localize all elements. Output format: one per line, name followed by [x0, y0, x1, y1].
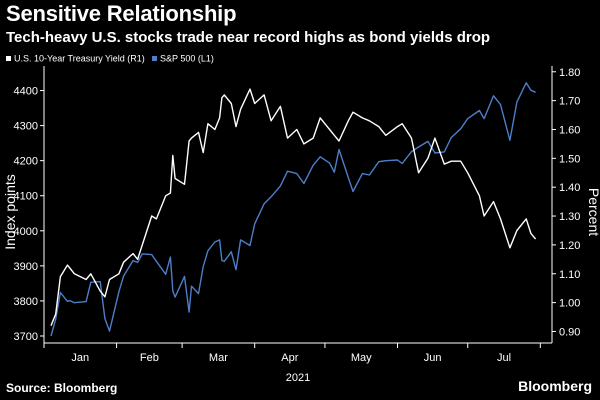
right-tick-label: 1.40 [559, 182, 580, 194]
sp500-line [50, 82, 536, 337]
bloomberg-logo: Bloomberg [518, 378, 592, 394]
right-tick-label: 1.60 [559, 124, 580, 136]
right-tick-label: 1.10 [559, 269, 580, 281]
right-tick-label: 1.80 [559, 67, 580, 79]
x-ticks: Jan Feb Mar Apr May Jun Jul [43, 343, 541, 364]
y-ticks-left: 3700 3800 3900 4000 4100 4200 4300 4400 [14, 86, 44, 343]
right-tick-label: 1.70 [559, 96, 580, 108]
legend-swatch-sp500 [152, 56, 157, 61]
left-tick-label: 4400 [14, 86, 38, 98]
legend-label-sp500: S&P 500 (L1) [160, 54, 214, 64]
x-tick-label: May [351, 352, 372, 364]
legend-label-treasury: U.S. 10-Year Treasury Yield (R1) [14, 54, 145, 64]
x-tick-label: Mar [209, 352, 228, 364]
right-tick-label: 1.30 [559, 211, 580, 223]
source-note: Source: Bloomberg [6, 381, 118, 395]
chart-title: Sensitive Relationship [6, 1, 237, 26]
x-tick-label: Apr [281, 352, 298, 364]
left-tick-label: 4200 [14, 156, 38, 168]
right-tick-label: 1.20 [559, 240, 580, 252]
left-tick-label: 4100 [14, 191, 38, 203]
x-tick-label: Jun [424, 352, 442, 364]
left-tick-label: 3900 [14, 261, 38, 273]
x-axis-year-label: 2021 [286, 372, 310, 384]
right-tick-label: 1.00 [559, 298, 580, 310]
right-axis-title: Percent [586, 188, 600, 236]
left-tick-label: 3800 [14, 296, 38, 308]
x-tick-label: Jan [71, 352, 89, 364]
y-ticks-right: 0.90 1.00 1.10 1.20 1.30 1.40 1.50 1.60 1.70 1.80 [552, 67, 580, 338]
x-tick-label: Jul [497, 352, 511, 364]
legend-swatch-treasury [6, 56, 11, 61]
chart-subtitle: Tech-heavy U.S. stocks trade near record… [6, 29, 491, 46]
treasury-yield-line [50, 88, 537, 326]
left-tick-label: 4000 [14, 226, 38, 238]
right-tick-label: 0.90 [559, 326, 580, 338]
legend: U.S. 10-Year Treasury Yield (R1) S&P 500… [6, 54, 214, 64]
x-tick-label: Feb [140, 352, 159, 364]
right-tick-label: 1.50 [559, 153, 580, 165]
left-tick-label: 4300 [14, 121, 38, 133]
series-lines [50, 82, 537, 337]
left-axis-title: Index points [2, 174, 18, 250]
left-tick-label: 3700 [14, 331, 38, 343]
